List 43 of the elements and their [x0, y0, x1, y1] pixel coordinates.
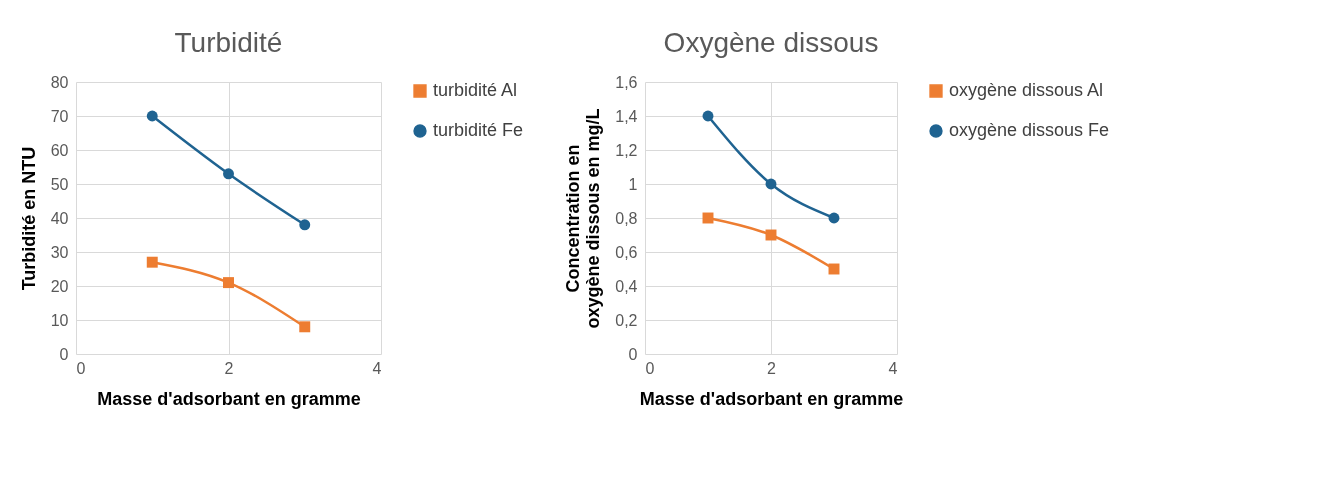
point	[765, 178, 777, 190]
chart-title: Oxygène dissous	[663, 27, 879, 58]
x-axis-title: Masse d'adsorbant en gramme	[97, 388, 361, 409]
legend-label: oxygène dissous Fe	[949, 120, 1110, 140]
y-tick-label: 70	[50, 107, 69, 125]
x-tick-label: 4	[888, 359, 898, 377]
y-axis-title: Turbidité en NTU	[18, 146, 39, 291]
y-tick-label: 1,6	[615, 73, 638, 91]
y-tick-label: 0,6	[615, 243, 638, 261]
y-tick-label: 20	[50, 277, 69, 295]
y-tick-label: 1	[628, 175, 638, 193]
x-axis-title: Masse d'adsorbant en gramme	[639, 388, 904, 409]
y-tick-label: 80	[50, 73, 69, 91]
legend-label: oxygène dissous Al	[949, 80, 1104, 100]
point	[146, 256, 158, 268]
point	[702, 110, 714, 122]
point	[223, 277, 234, 289]
x-tick-label: 0	[76, 359, 86, 377]
point	[299, 219, 311, 231]
y-axis-title: Concentration en oxygène dissous en mg/L	[563, 108, 604, 329]
y-tick-label: 1,2	[615, 141, 638, 159]
y-tick-label: 0,8	[615, 209, 638, 227]
point	[223, 168, 234, 180]
legend-label: turbidité Al	[433, 80, 518, 100]
chart-title: Turbidité	[174, 27, 283, 58]
x-tick-label: 4	[372, 359, 382, 377]
point	[299, 321, 311, 333]
legend-label: turbidité Fe	[433, 120, 524, 140]
y-tick-label: 1,4	[615, 107, 638, 125]
y-tick-label: 0,2	[615, 311, 638, 329]
y-tick-label: 40	[50, 209, 69, 227]
y-tick-label: 60	[50, 141, 69, 159]
x-tick-label: 0	[645, 359, 655, 377]
y-tick-label: 10	[50, 311, 69, 329]
x-tick-label: 2	[767, 359, 777, 377]
y-tick-label: 50	[50, 175, 69, 193]
y-tick-label: 0	[59, 345, 69, 363]
y-tick-label: 0	[628, 345, 638, 363]
point	[828, 212, 840, 224]
point	[146, 110, 158, 122]
x-tick-label: 2	[224, 359, 234, 377]
y-tick-label: 0,4	[615, 277, 638, 295]
y-tick-label: 30	[50, 243, 69, 261]
